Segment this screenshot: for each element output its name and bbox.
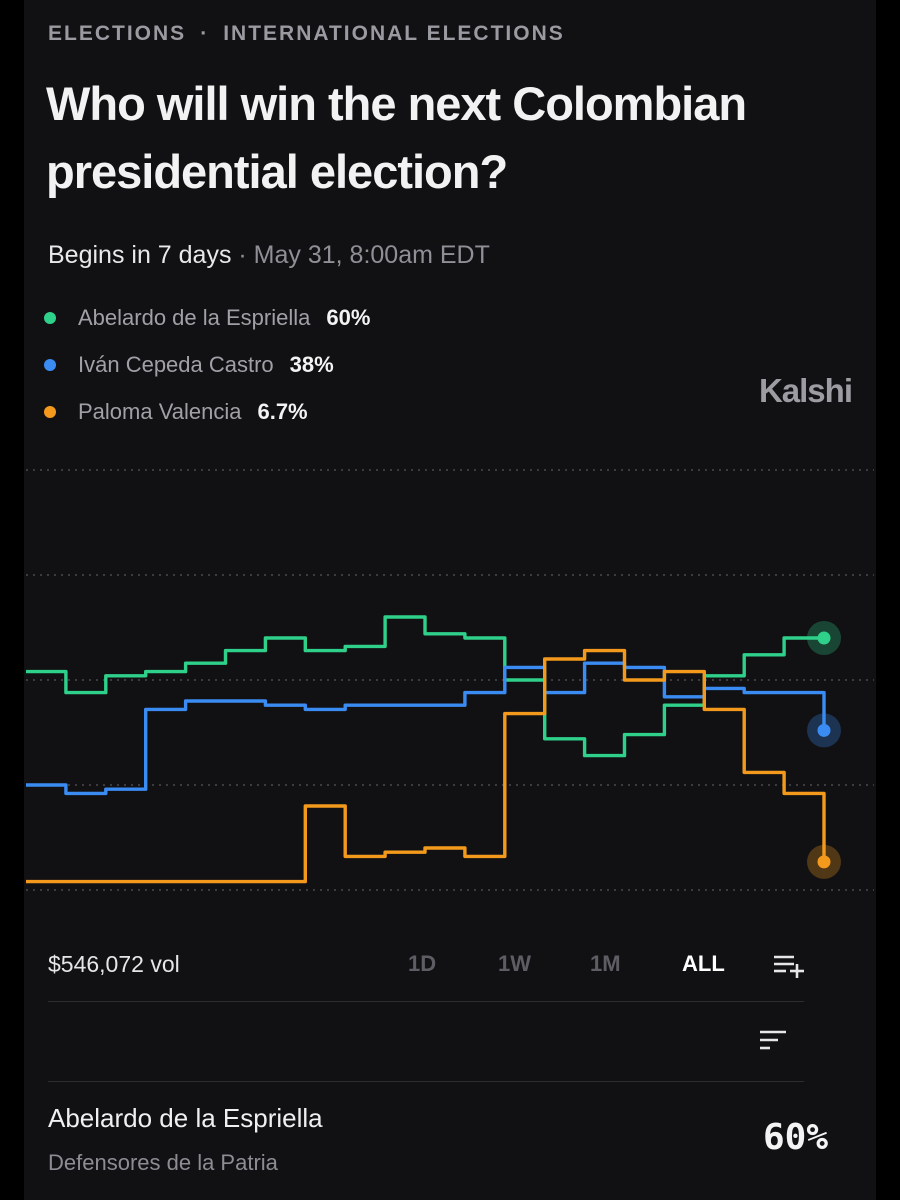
outcome-name: Abelardo de la Espriella	[48, 1103, 323, 1133]
begins-date: May 31, 8:00am EDT	[253, 241, 490, 269]
screen-frame-right	[876, 0, 900, 1200]
series-line-1	[26, 615, 824, 758]
series-end-point	[817, 631, 831, 645]
legend-dot	[44, 405, 56, 418]
series-end-point	[817, 855, 831, 869]
market-schedule: Begins in 7 days · May 31, 8:00am EDT	[48, 241, 490, 270]
begins-countdown: Begins in 7 days	[48, 241, 232, 269]
sort-icon[interactable]	[758, 1028, 788, 1054]
legend-dot	[44, 358, 56, 371]
legend-item: Abelardo de la Espriella 60%	[44, 294, 370, 341]
breadcrumb-separator: ·	[200, 22, 210, 45]
legend-value: 6.7%	[257, 398, 308, 424]
list-add-icon[interactable]	[772, 953, 806, 979]
market-page	[24, 0, 876, 1200]
legend-value: 38%	[289, 351, 334, 377]
chart-legend: Abelardo de la Espriella 60% Iván Cepeda…	[44, 294, 370, 435]
legend-value: 60%	[326, 304, 371, 330]
breadcrumb: ELECTIONS · INTERNATIONAL ELECTIONS	[48, 22, 565, 46]
legend-item: Paloma Valencia 6.7%	[44, 388, 370, 435]
legend-dot	[44, 311, 56, 324]
begins-separator: ·	[231, 241, 254, 269]
market-title: Who will win the next Colombian presiden…	[46, 77, 747, 198]
legend-name: Paloma Valencia	[78, 398, 242, 424]
legend-name: Abelardo de la Espriella	[78, 304, 311, 330]
kalshi-logo: Kalshi	[758, 372, 853, 409]
outcome-probability: 60%	[762, 1117, 828, 1158]
breadcrumb-category[interactable]: ELECTIONS	[48, 22, 187, 45]
range-1m-button[interactable]: 1M	[590, 951, 621, 976]
divider	[48, 1001, 804, 1002]
series-line-3	[26, 648, 826, 884]
volume-label: $546,072 vol	[48, 951, 180, 977]
price-history-chart[interactable]	[0, 460, 900, 910]
legend-item: Iván Cepeda Castro 38%	[44, 341, 370, 388]
breadcrumb-subcategory[interactable]: INTERNATIONAL ELECTIONS	[223, 22, 565, 45]
legend-name: Iván Cepeda Castro	[78, 351, 274, 377]
range-1d-button[interactable]: 1D	[408, 951, 437, 976]
range-selector: 1D 1W 1M ALL	[408, 951, 774, 977]
series-end-point	[817, 723, 831, 737]
outcome-party: Defensores de la Patria	[48, 1150, 278, 1175]
range-all-button[interactable]: ALL	[682, 951, 725, 976]
range-1w-button[interactable]: 1W	[498, 951, 531, 976]
screen-frame-left	[0, 0, 24, 1200]
divider	[48, 1081, 804, 1082]
